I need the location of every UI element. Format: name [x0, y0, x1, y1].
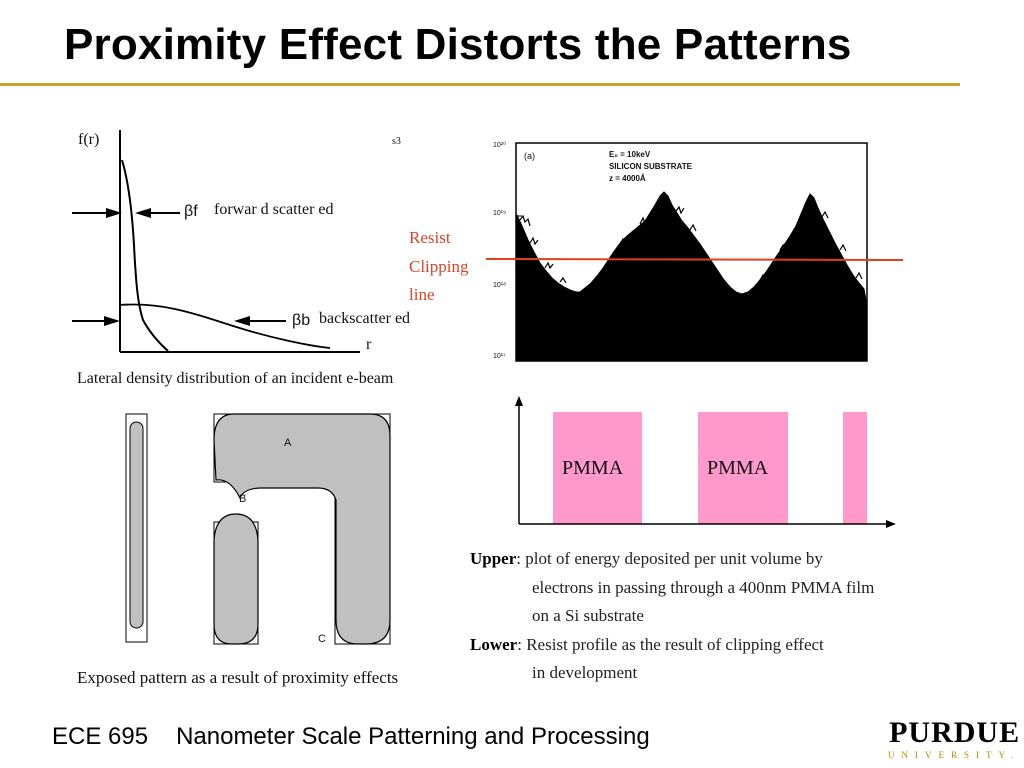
course-name: Nanometer Scale Patterning and Processin… [176, 723, 650, 750]
clipping-label-line-2: Clipping [409, 256, 469, 276]
pattern-caption: Exposed pattern as a result of proximity… [77, 668, 399, 687]
clipping-label-line-3: line [409, 285, 435, 304]
energy-panel-label: (a) [524, 151, 535, 161]
arrow-head [104, 316, 120, 326]
lower-label: Lower [470, 634, 518, 654]
back-label: backscatter ed [319, 310, 411, 327]
density-x-label: r [366, 336, 372, 353]
energy-noise [519, 205, 863, 284]
energy-info-line-2: SILICON SUBSTRATE [609, 162, 692, 171]
lower-line-1: : Resist profile as the result of clippi… [517, 634, 824, 654]
energy-info-line-1: E₀ = 10keV [609, 150, 651, 159]
forward-scatter-curve [121, 159, 169, 352]
purdue-logo-main: PURDUE [889, 716, 1021, 749]
energy-plot [485, 142, 904, 362]
density-corner-tag: s3 [392, 136, 401, 147]
energy-y-tick-18: 10¹⁸ [493, 282, 507, 289]
arrow-head [135, 208, 151, 218]
energy-profile [516, 191, 867, 362]
energy-y-tick-17: 10¹⁷ [493, 353, 506, 360]
back-symbol: βb [292, 312, 311, 329]
pattern-fill-l-shape [213, 413, 391, 645]
forward-symbol: βf [184, 203, 198, 220]
energy-y-tick-20: 10²⁰ [493, 142, 506, 149]
density-plot [72, 130, 360, 353]
lower-line-2: in development [532, 663, 638, 682]
backscatter-curve [119, 303, 331, 349]
pmma-label-1: PMMA [562, 457, 624, 479]
pmma-label-2: PMMA [707, 457, 769, 479]
clipping-label: Resist Clipping line [409, 224, 469, 310]
pattern-label-c: C [318, 633, 326, 645]
pmma-block-2 [698, 412, 788, 524]
pattern-outline-bar [125, 413, 148, 643]
pattern-label-a: A [284, 437, 292, 449]
purdue-logo-sub: UNIVERSITY. [888, 750, 1021, 760]
resist-clipping-line [485, 258, 904, 261]
energy-info-line-3: z = 4000Å [609, 174, 646, 183]
upper-line-2: electrons in passing through a 400nm PMM… [532, 577, 875, 597]
energy-y-tick-19: 10¹⁹ [493, 210, 507, 217]
upper-label: Upper [470, 549, 517, 568]
arrow-head [234, 316, 250, 326]
upper-line-1: : plot of energy deposited per unit volu… [516, 549, 823, 568]
upper-line-3: on a Si substrate [532, 606, 644, 625]
clipping-label-line-1: Resist [409, 228, 451, 247]
purdue-logo: PURDUE UNIVERSITY. [888, 718, 1020, 762]
footer-course: ECE 695 Nanometer Scale Patterning and Pr… [52, 723, 678, 751]
density-caption: Lateral density distribution of an incid… [77, 370, 394, 387]
pmma-block-3 [843, 412, 867, 524]
pmma-plot [515, 396, 896, 528]
description-block: Upper: plot of energy deposited per unit… [470, 545, 874, 688]
arrow-head [886, 520, 896, 528]
pmma-block-1 [553, 412, 642, 524]
pattern-fill-lower [213, 513, 259, 645]
exposed-pattern [125, 413, 391, 645]
density-y-label: f(r) [78, 131, 100, 148]
slide-title: Proximity Effect Distorts the Patterns [64, 20, 852, 69]
arrow-head [515, 396, 523, 406]
pattern-fill-bar [129, 421, 144, 629]
pattern-label-b: B [239, 493, 247, 505]
arrow-head [106, 208, 122, 218]
course-code: ECE 695 [52, 723, 149, 750]
title-underline [0, 83, 960, 86]
energy-info: E₀ = 10keV SILICON SUBSTRATE z = 4000Å [609, 149, 692, 185]
forward-label: forwar d scatter ed [214, 201, 334, 218]
